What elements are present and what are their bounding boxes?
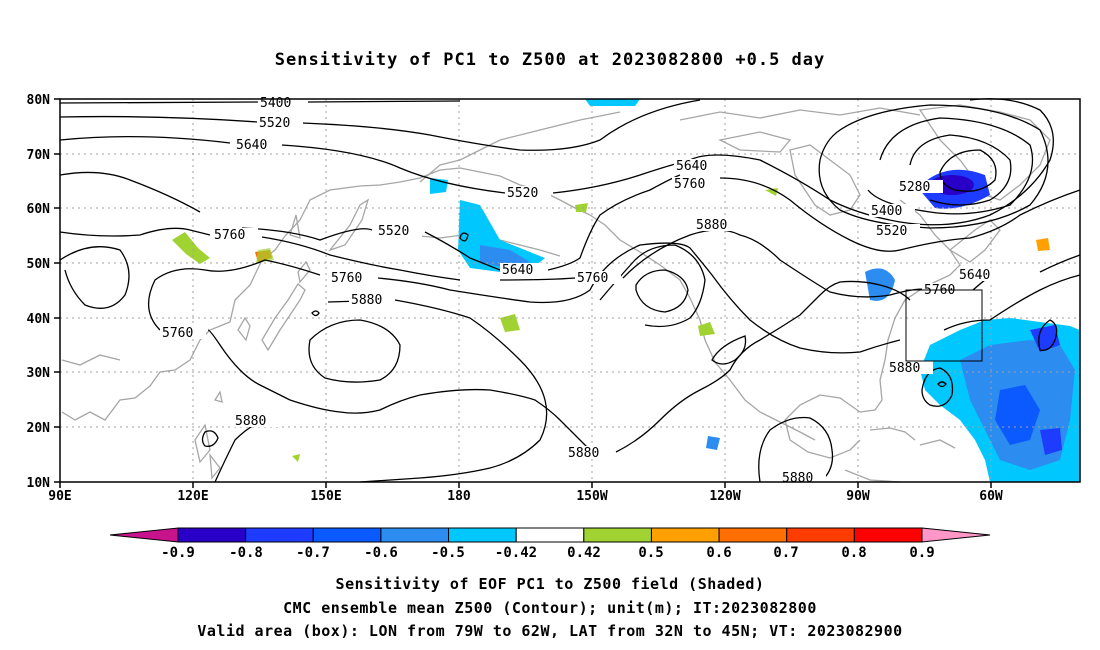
valid-area-box xyxy=(905,289,983,362)
colorbar-label: 0.8 xyxy=(841,545,866,561)
colorbar-cell xyxy=(245,527,314,543)
contour-label: 5520 xyxy=(507,186,538,201)
colorbar-cell xyxy=(786,527,855,543)
lon-label: 150W xyxy=(576,489,607,504)
colorbar-cell xyxy=(515,527,585,543)
contour-label: 5880 xyxy=(889,361,920,376)
contour-label: 5520 xyxy=(876,224,907,239)
lat-label: 30N xyxy=(27,366,51,381)
caption-line-1: Sensitivity of EOF PC1 to Z500 field (Sh… xyxy=(335,575,765,593)
contour-label: 5760 xyxy=(331,271,362,286)
colorbar-label: 0.9 xyxy=(909,545,934,561)
lat-label: 40N xyxy=(27,312,51,327)
contour-label: 5760 xyxy=(577,271,608,286)
lat-label: 70N xyxy=(27,148,51,163)
axis-ticks xyxy=(54,98,992,488)
colorbar-cell xyxy=(177,527,247,543)
contour-label: 5520 xyxy=(378,224,409,239)
colorbar-label: 0.6 xyxy=(706,545,731,561)
colorbar-label: -0.42 xyxy=(495,545,537,561)
z500-contours xyxy=(59,98,1081,483)
contour-label: 5880 xyxy=(782,471,813,486)
lat-label: 20N xyxy=(27,421,51,436)
caption-line-3: Valid area (box): LON from 79W to 62W, L… xyxy=(197,622,903,640)
latitude-labels: 10N 20N 30N 40N 50N 60N 70N 80N xyxy=(27,93,51,491)
colorbar: -0.9 -0.8 -0.7 -0.6 -0.5 -0.42 0.42 0.5 … xyxy=(109,527,991,561)
contour-label: 5760 xyxy=(214,228,245,243)
map-frame xyxy=(59,98,1081,483)
colorbar-cell xyxy=(448,527,517,543)
colorbar-high-triangle xyxy=(921,527,991,543)
contour-label: 5760 xyxy=(674,177,705,192)
colorbar-cell xyxy=(718,527,788,543)
colorbar-label: -0.6 xyxy=(364,545,398,561)
lat-label: 50N xyxy=(27,257,51,272)
lon-label: 90W xyxy=(846,489,870,504)
colorbar-cell xyxy=(853,527,923,543)
contour-label: 5880 xyxy=(351,293,382,308)
lon-label: 150E xyxy=(310,489,341,504)
lon-label: 60W xyxy=(979,489,1003,504)
contour-label: 5640 xyxy=(959,268,990,283)
colorbar-cell xyxy=(380,527,450,543)
lat-label: 80N xyxy=(27,93,51,108)
lat-label: 10N xyxy=(27,476,51,491)
contour-label: 5640 xyxy=(236,138,267,153)
colorbar-label: -0.5 xyxy=(431,545,465,561)
lon-label: 180 xyxy=(447,489,471,504)
chart-title: Sensitivity of PC1 to Z500 at 2023082800… xyxy=(274,50,826,70)
contour-label: 5640 xyxy=(676,159,707,174)
contour-label: 5880 xyxy=(696,218,727,233)
contour-label: 5280 xyxy=(899,180,930,195)
longitude-labels: 90E 120E 150E 180 150W 120W 90W 60W xyxy=(48,489,1003,504)
colorbar-label: -0.8 xyxy=(229,545,263,561)
colorbar-label: 0.5 xyxy=(638,545,663,561)
contour-label: 5760 xyxy=(162,326,193,341)
colorbar-low-triangle xyxy=(109,527,179,543)
lon-label: 120E xyxy=(177,489,208,504)
colorbar-cell xyxy=(312,527,382,543)
colorbar-cell xyxy=(583,527,652,543)
contour-label: 5640 xyxy=(502,263,533,278)
colorbar-cell xyxy=(650,527,720,543)
lon-label: 120W xyxy=(709,489,740,504)
colorbar-label: 0.42 xyxy=(567,545,601,561)
gridlines xyxy=(60,99,1080,482)
lat-label: 60N xyxy=(27,202,51,217)
caption-line-2: CMC ensemble mean Z500 (Contour); unit(m… xyxy=(283,599,817,617)
colorbar-label: -0.9 xyxy=(161,545,195,561)
contour-label: 5400 xyxy=(871,204,902,219)
colorbar-label: -0.7 xyxy=(296,545,330,561)
contour-label: 5880 xyxy=(568,446,599,461)
lon-label: 90E xyxy=(48,489,71,504)
contour-label: 5880 xyxy=(235,414,266,429)
colorbar-label: 0.7 xyxy=(773,545,798,561)
contour-label: 5520 xyxy=(259,116,290,131)
